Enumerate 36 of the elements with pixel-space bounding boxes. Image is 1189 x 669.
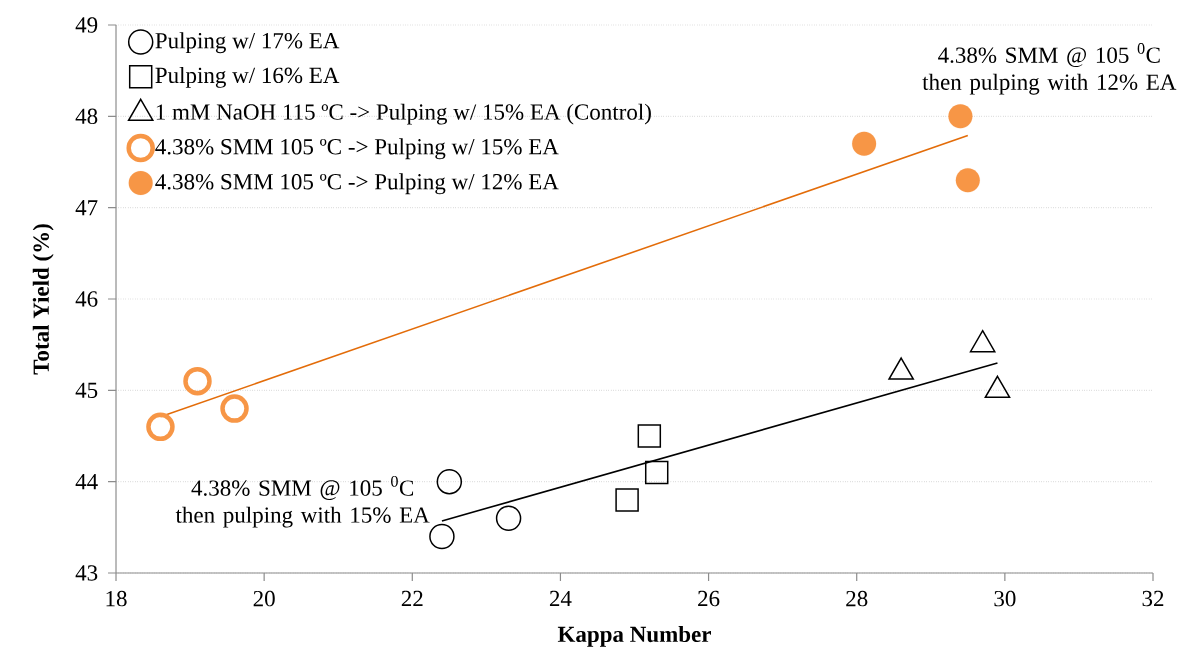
point — [146, 412, 175, 442]
legend-label: 4.38% SMM 105 ºC -> Pulping w/ 12% EA — [155, 173, 559, 195]
legend-label: 1 mM NaOH 115 ºC -> Pulping w/ 15% EA (Control) — [156, 103, 651, 125]
x-tick-label: 32 — [1142, 590, 1164, 607]
legend-label: Pulping w/ 16% EA — [155, 66, 340, 88]
y-tick-label: 43 — [75, 565, 98, 581]
y-tick-label: 44 — [75, 474, 98, 490]
y-tick-label: 46 — [75, 291, 98, 307]
point — [644, 460, 669, 485]
y-tick-label: 45 — [75, 382, 98, 398]
point — [615, 488, 639, 512]
point — [948, 104, 973, 129]
x-tick-label: 28 — [846, 590, 868, 607]
x-tick-label: 20 — [253, 590, 275, 607]
point — [436, 468, 463, 495]
x-tick-label: 26 — [698, 590, 720, 607]
y-tick-label: 48 — [75, 108, 98, 125]
x-tick-label: 30 — [994, 590, 1016, 607]
x-tick-label: 22 — [401, 590, 423, 607]
point — [429, 523, 455, 550]
x-tick-label: 24 — [549, 590, 572, 607]
point — [183, 366, 212, 396]
point — [495, 505, 522, 531]
annotation: 4.38% SMM @ 105 $^{0}$C then pulping with 12% EA — [922, 43, 1177, 95]
legend-label: 4.38% SMM 105 ºC -> Pulping w/ 15% EA — [155, 138, 559, 160]
y-tick-label: 47 — [75, 200, 98, 216]
x-axis-title: Kappa Number — [557, 625, 711, 647]
point — [955, 168, 980, 193]
x-tick-label: 18 — [106, 590, 127, 607]
point — [637, 424, 662, 448]
y-tick-label: 49 — [75, 17, 98, 33]
point — [852, 131, 877, 156]
annotation: 4.38% SMM @ 105 $^{0}$C then pulping with 15% EA — [175, 475, 430, 528]
y-axis-title: Total Yield (%) — [32, 224, 54, 375]
legend-label: Pulping w/ 17% EA — [155, 32, 340, 54]
point — [220, 394, 249, 423]
